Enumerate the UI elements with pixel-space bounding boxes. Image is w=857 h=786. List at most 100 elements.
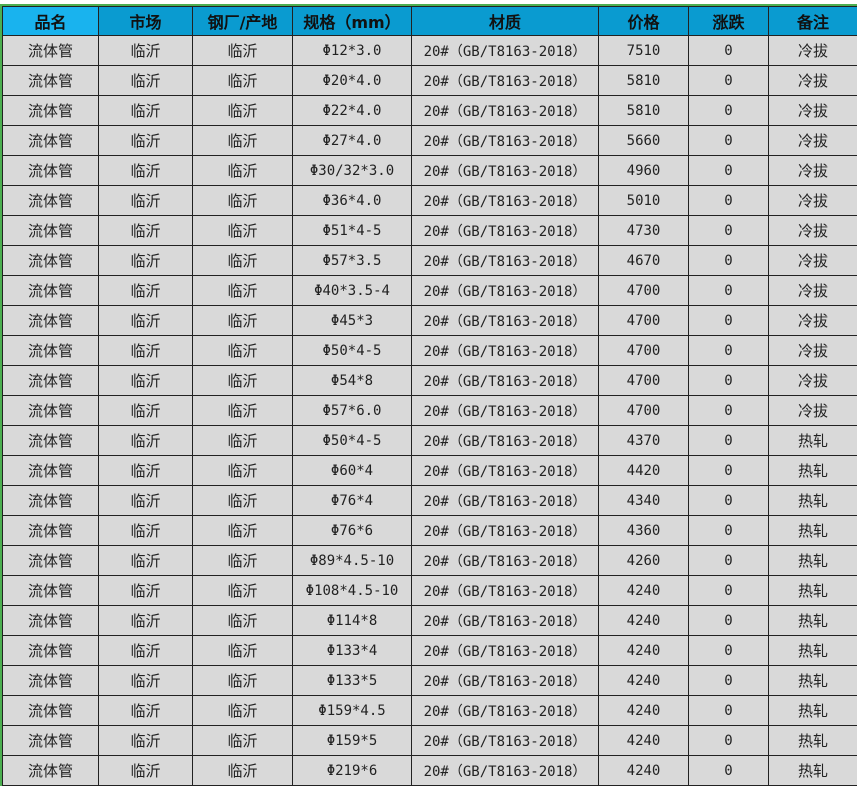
cell-product-name[interactable]: 流体管 [2, 155, 99, 186]
cell-change[interactable]: 0 [688, 95, 769, 126]
cell-remark[interactable]: 冷拔 [768, 275, 857, 306]
cell-product-name[interactable]: 流体管 [2, 665, 99, 696]
cell-change[interactable]: 0 [688, 395, 769, 426]
cell-mill-origin[interactable]: 临沂 [192, 215, 293, 246]
cell-market[interactable]: 临沂 [98, 395, 193, 426]
cell-mill-origin[interactable]: 临沂 [192, 485, 293, 516]
cell-product-name[interactable]: 流体管 [2, 395, 99, 426]
cell-material[interactable]: 20#（GB/T8163-2018） [411, 665, 599, 696]
cell-change[interactable]: 0 [688, 635, 769, 666]
cell-material[interactable]: 20#（GB/T8163-2018） [411, 155, 599, 186]
cell-material[interactable]: 20#（GB/T8163-2018） [411, 35, 599, 66]
cell-market[interactable]: 临沂 [98, 65, 193, 96]
cell-market[interactable]: 临沂 [98, 335, 193, 366]
cell-specification[interactable]: Φ219*6 [292, 755, 412, 786]
header-mill-origin[interactable]: 钢厂/产地 [192, 6, 293, 36]
cell-material[interactable]: 20#（GB/T8163-2018） [411, 305, 599, 336]
cell-price[interactable]: 4670 [598, 245, 689, 276]
cell-price[interactable]: 4240 [598, 755, 689, 786]
cell-remark[interactable]: 冷拔 [768, 185, 857, 216]
cell-remark[interactable]: 热轧 [768, 485, 857, 516]
cell-material[interactable]: 20#（GB/T8163-2018） [411, 515, 599, 546]
cell-product-name[interactable]: 流体管 [2, 695, 99, 726]
cell-remark[interactable]: 冷拔 [768, 215, 857, 246]
cell-market[interactable]: 临沂 [98, 185, 193, 216]
cell-remark[interactable]: 冷拔 [768, 365, 857, 396]
cell-remark[interactable]: 冷拔 [768, 245, 857, 276]
cell-material[interactable]: 20#（GB/T8163-2018） [411, 185, 599, 216]
cell-price[interactable]: 5810 [598, 95, 689, 126]
cell-remark[interactable]: 冷拔 [768, 395, 857, 426]
cell-specification[interactable]: Φ159*4.5 [292, 695, 412, 726]
cell-remark[interactable]: 冷拔 [768, 335, 857, 366]
cell-change[interactable]: 0 [688, 275, 769, 306]
header-price[interactable]: 价格 [598, 6, 689, 36]
cell-specification[interactable]: Φ133*5 [292, 665, 412, 696]
cell-specification[interactable]: Φ27*4.0 [292, 125, 412, 156]
cell-specification[interactable]: Φ30/32*3.0 [292, 155, 412, 186]
cell-product-name[interactable]: 流体管 [2, 245, 99, 276]
cell-price[interactable]: 4240 [598, 635, 689, 666]
cell-specification[interactable]: Φ57*3.5 [292, 245, 412, 276]
cell-price[interactable]: 4240 [598, 575, 689, 606]
cell-market[interactable]: 临沂 [98, 515, 193, 546]
cell-change[interactable]: 0 [688, 425, 769, 456]
cell-price[interactable]: 5010 [598, 185, 689, 216]
cell-mill-origin[interactable]: 临沂 [192, 425, 293, 456]
cell-change[interactable]: 0 [688, 305, 769, 336]
cell-market[interactable]: 临沂 [98, 725, 193, 756]
cell-material[interactable]: 20#（GB/T8163-2018） [411, 725, 599, 756]
cell-price[interactable]: 4340 [598, 485, 689, 516]
cell-specification[interactable]: Φ36*4.0 [292, 185, 412, 216]
cell-remark[interactable]: 热轧 [768, 635, 857, 666]
cell-price[interactable]: 4700 [598, 335, 689, 366]
cell-market[interactable]: 临沂 [98, 305, 193, 336]
cell-material[interactable]: 20#（GB/T8163-2018） [411, 245, 599, 276]
cell-remark[interactable]: 热轧 [768, 425, 857, 456]
header-change[interactable]: 涨跌 [688, 6, 769, 36]
cell-market[interactable]: 临沂 [98, 755, 193, 786]
cell-product-name[interactable]: 流体管 [2, 335, 99, 366]
cell-remark[interactable]: 热轧 [768, 725, 857, 756]
cell-market[interactable]: 临沂 [98, 485, 193, 516]
cell-price[interactable]: 5660 [598, 125, 689, 156]
cell-mill-origin[interactable]: 临沂 [192, 365, 293, 396]
cell-mill-origin[interactable]: 临沂 [192, 755, 293, 786]
cell-price[interactable]: 4240 [598, 725, 689, 756]
cell-specification[interactable]: Φ22*4.0 [292, 95, 412, 126]
cell-price[interactable]: 4370 [598, 425, 689, 456]
cell-product-name[interactable]: 流体管 [2, 185, 99, 216]
cell-price[interactable]: 5810 [598, 65, 689, 96]
cell-price[interactable]: 7510 [598, 35, 689, 66]
cell-material[interactable]: 20#（GB/T8163-2018） [411, 95, 599, 126]
cell-price[interactable]: 4960 [598, 155, 689, 186]
cell-change[interactable]: 0 [688, 245, 769, 276]
cell-specification[interactable]: Φ20*4.0 [292, 65, 412, 96]
cell-mill-origin[interactable]: 临沂 [192, 575, 293, 606]
cell-change[interactable]: 0 [688, 545, 769, 576]
cell-mill-origin[interactable]: 临沂 [192, 395, 293, 426]
cell-change[interactable]: 0 [688, 485, 769, 516]
cell-material[interactable]: 20#（GB/T8163-2018） [411, 545, 599, 576]
cell-market[interactable]: 临沂 [98, 35, 193, 66]
cell-product-name[interactable]: 流体管 [2, 755, 99, 786]
cell-change[interactable]: 0 [688, 515, 769, 546]
cell-change[interactable]: 0 [688, 335, 769, 366]
cell-change[interactable]: 0 [688, 365, 769, 396]
cell-product-name[interactable]: 流体管 [2, 275, 99, 306]
cell-market[interactable]: 临沂 [98, 95, 193, 126]
cell-mill-origin[interactable]: 临沂 [192, 275, 293, 306]
cell-change[interactable]: 0 [688, 185, 769, 216]
cell-change[interactable]: 0 [688, 695, 769, 726]
cell-mill-origin[interactable]: 临沂 [192, 695, 293, 726]
cell-mill-origin[interactable]: 临沂 [192, 605, 293, 636]
cell-market[interactable]: 临沂 [98, 155, 193, 186]
cell-material[interactable]: 20#（GB/T8163-2018） [411, 485, 599, 516]
cell-mill-origin[interactable]: 临沂 [192, 35, 293, 66]
cell-change[interactable]: 0 [688, 155, 769, 186]
cell-mill-origin[interactable]: 临沂 [192, 545, 293, 576]
cell-mill-origin[interactable]: 临沂 [192, 185, 293, 216]
cell-price[interactable]: 4420 [598, 455, 689, 486]
cell-remark[interactable]: 热轧 [768, 455, 857, 486]
cell-material[interactable]: 20#（GB/T8163-2018） [411, 455, 599, 486]
